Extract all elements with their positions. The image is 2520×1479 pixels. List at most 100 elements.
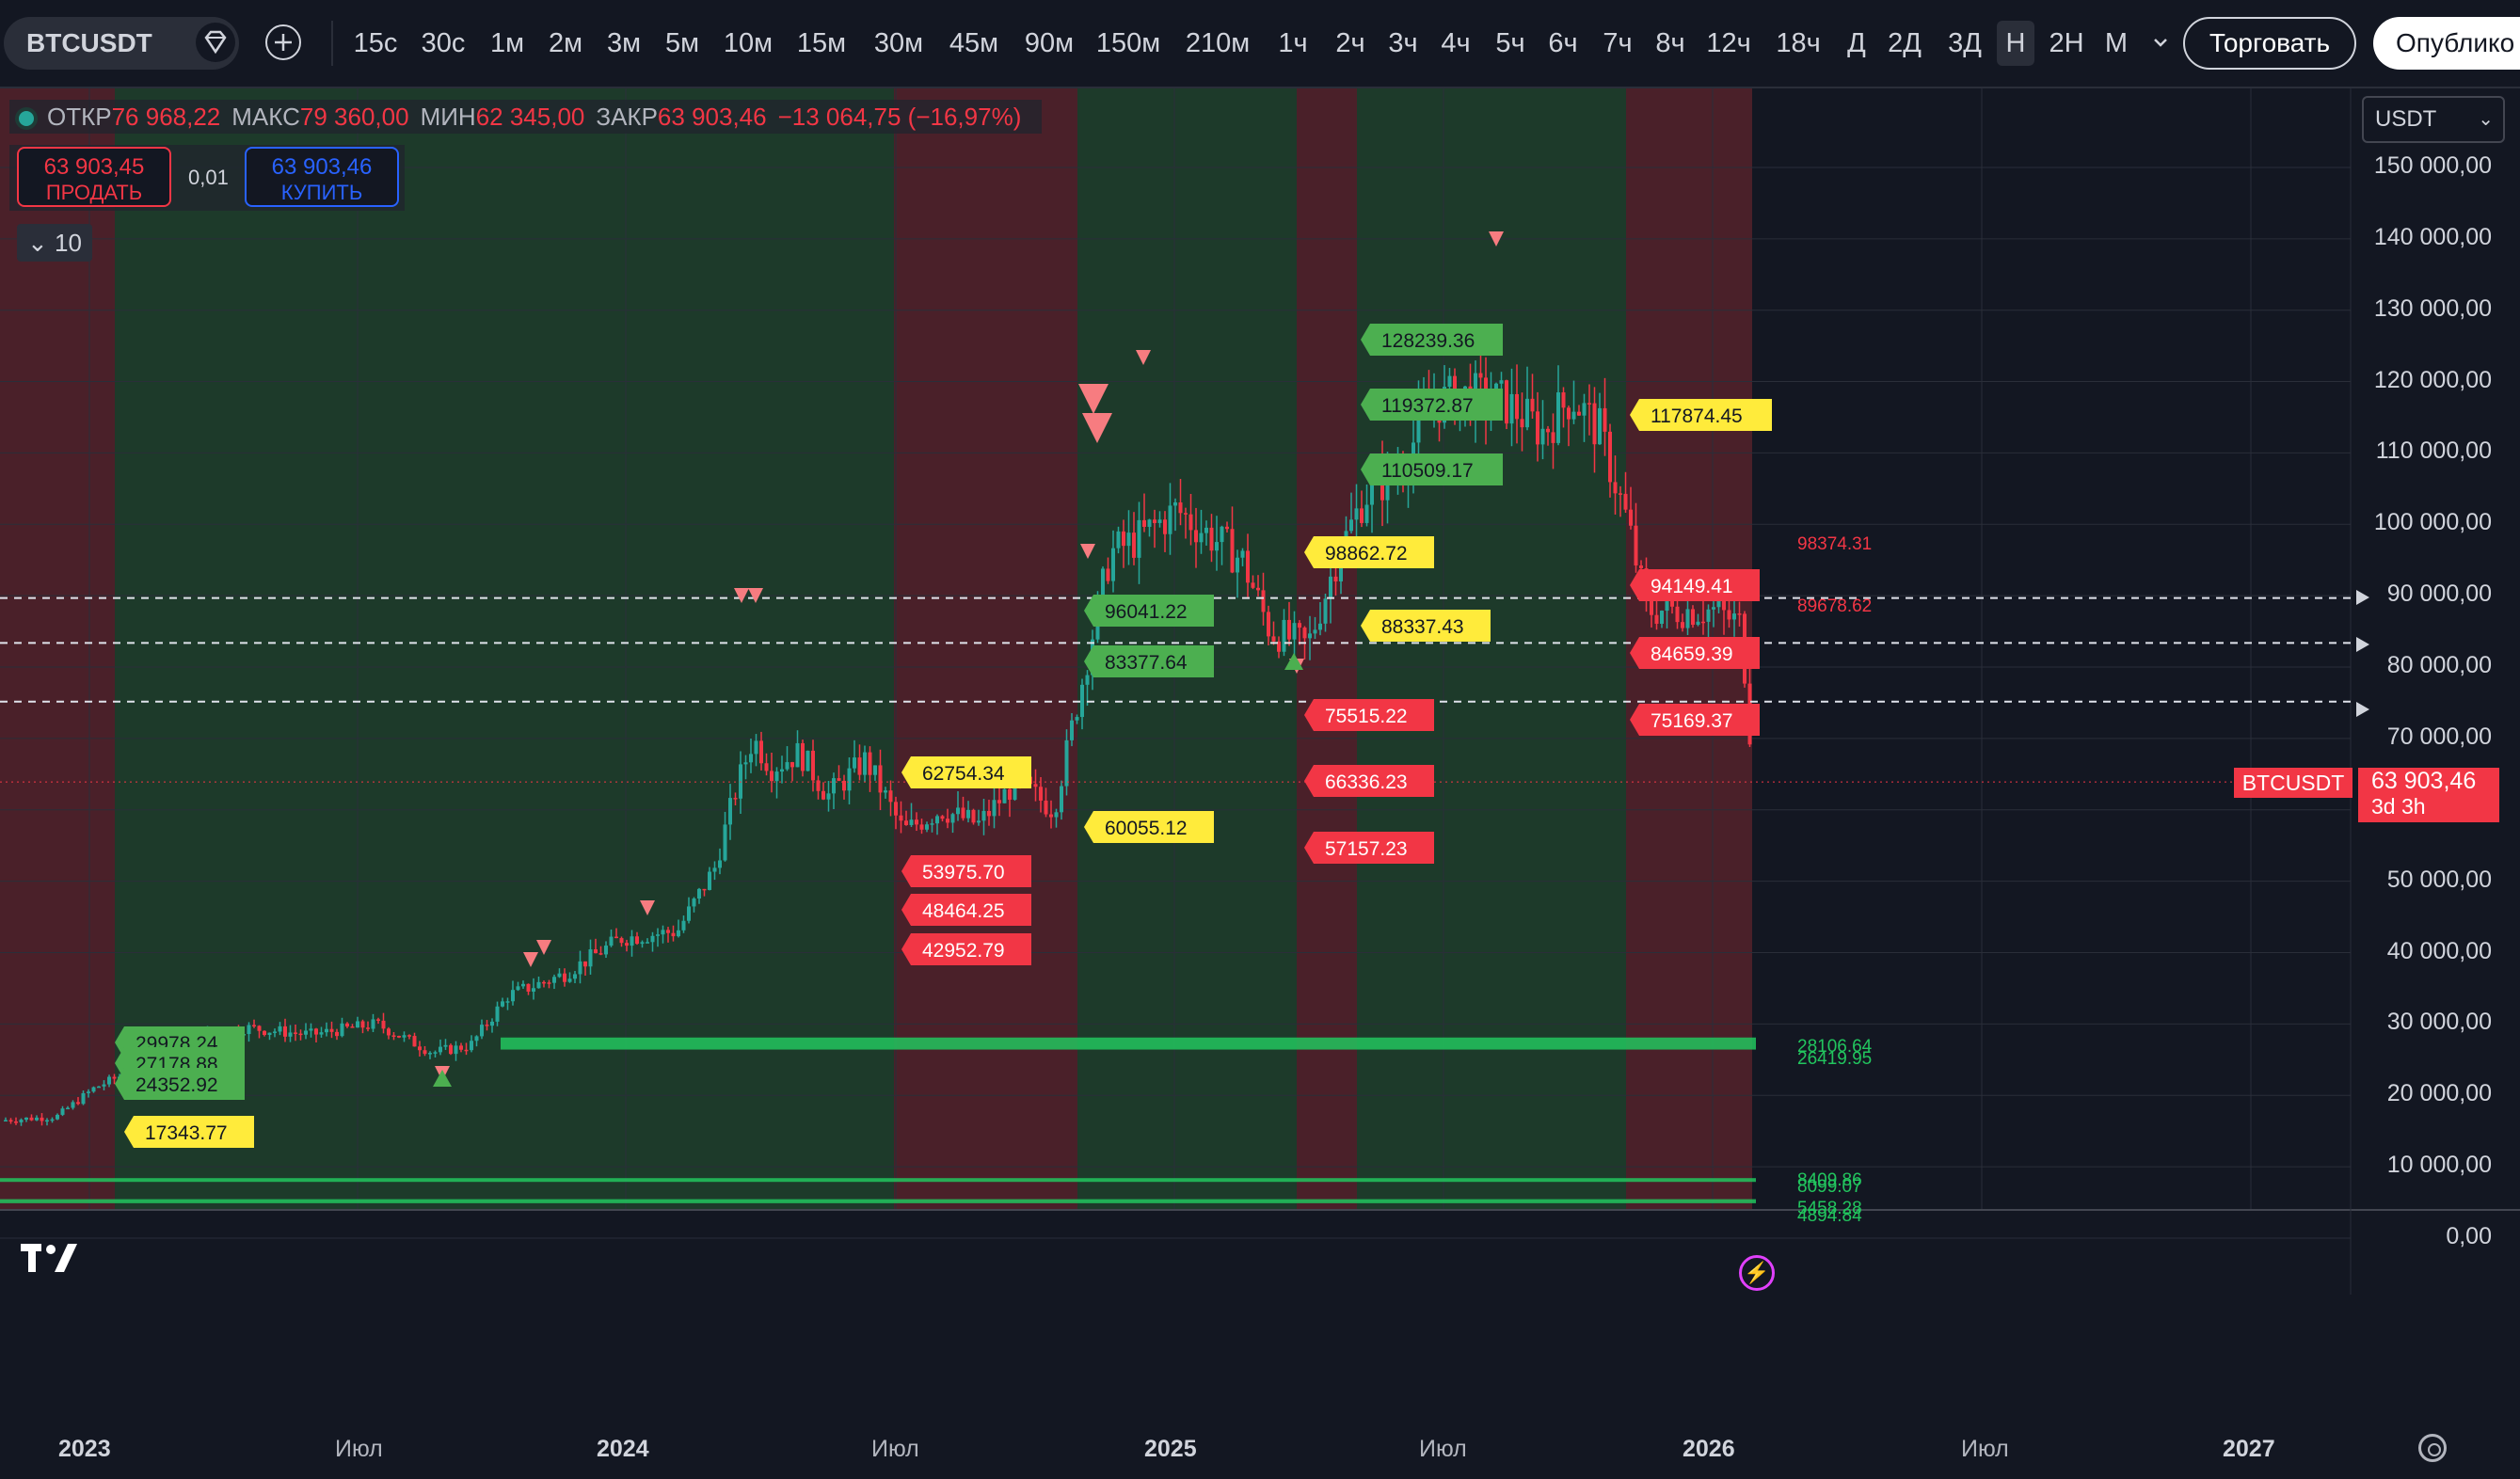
- candle-body: [1318, 623, 1322, 630]
- publish-button[interactable]: Опублико: [2373, 17, 2520, 70]
- level-tag: 75169.37: [1630, 704, 1760, 736]
- candle-body: [490, 1021, 494, 1026]
- timeframe-23[interactable]: Д: [1847, 28, 1866, 58]
- candle-body: [107, 1076, 111, 1085]
- level-tag-text: 88337.43: [1381, 616, 1464, 638]
- currency-select[interactable]: USDT ⌄: [2362, 96, 2505, 143]
- candle-body: [480, 1025, 484, 1037]
- compare-add-icon[interactable]: [265, 24, 301, 60]
- candle-body: [826, 793, 831, 800]
- price-tick-label: 70 000,00: [2386, 723, 2492, 750]
- candle-body: [35, 1117, 39, 1121]
- candle-body: [1106, 568, 1110, 581]
- level-tag: 60055.12: [1084, 811, 1214, 843]
- timeframe-27[interactable]: 2Н: [2049, 28, 2084, 58]
- candle-body: [1556, 392, 1560, 443]
- candle-body: [1329, 576, 1332, 599]
- timeframe-7[interactable]: 15м: [796, 28, 847, 58]
- candle-body: [1292, 623, 1297, 640]
- candle-body: [1608, 431, 1612, 483]
- candle-body: [625, 943, 629, 946]
- candle-body: [578, 961, 582, 975]
- candle-body: [1339, 559, 1343, 581]
- flash-icon[interactable]: ⚡: [1739, 1255, 1775, 1291]
- candle-body: [853, 757, 856, 769]
- candle-body: [319, 1032, 324, 1035]
- symbol-search-button[interactable]: BTCUSDT: [4, 17, 239, 70]
- price-tick-label: 110 000,00: [2375, 437, 2492, 465]
- timeframe-16[interactable]: 4ч: [1441, 28, 1471, 58]
- chart-pane[interactable]: 128239.36 119372.87 110509.17 98862.72 88337…: [0, 88, 2520, 1295]
- high-key: МАКС: [231, 103, 300, 131]
- timeframe-28[interactable]: М: [2104, 28, 2129, 58]
- timeframe-14[interactable]: 2ч: [1335, 28, 1365, 58]
- timeframe-2[interactable]: 1м: [489, 28, 525, 58]
- level-marker-icon[interactable]: [2353, 588, 2371, 607]
- timeframe-11[interactable]: 150м: [1095, 28, 1161, 58]
- candle-body: [1060, 786, 1063, 813]
- candle-body: [40, 1117, 44, 1121]
- level-tag-bg: [1361, 453, 1503, 485]
- candle-body: [97, 1086, 101, 1089]
- chevron-down-icon: ⌄: [27, 229, 48, 257]
- timeframe-19[interactable]: 7ч: [1603, 28, 1633, 58]
- candle-body: [1536, 411, 1539, 445]
- level-marker-icon[interactable]: [2353, 700, 2371, 719]
- price-tick-label: 120 000,00: [2373, 366, 2492, 393]
- timeframe-6[interactable]: 10м: [723, 28, 774, 58]
- candle-body: [1157, 519, 1162, 523]
- tradingview-logo[interactable]: [21, 1238, 79, 1283]
- level-tag: 4894.84: [1797, 1206, 1862, 1226]
- candle-body: [381, 1020, 386, 1029]
- indicators-toggle-button[interactable]: ⌄ 10: [17, 224, 92, 262]
- timeframe-1[interactable]: 30с: [421, 28, 466, 58]
- candle-body: [816, 780, 821, 791]
- candle-body: [1236, 557, 1239, 573]
- candle-body: [247, 1025, 251, 1035]
- sell-price: 63 903,45: [43, 154, 145, 180]
- candle-body: [449, 1044, 453, 1055]
- timeframe-24[interactable]: 2Д: [1888, 28, 1922, 58]
- level-tag: 48464.25: [901, 894, 1031, 926]
- timeframe-12[interactable]: 210м: [1185, 28, 1251, 58]
- timeframe-3[interactable]: 2м: [548, 28, 583, 58]
- timeframe-5[interactable]: 5м: [664, 28, 700, 58]
- chevron-down-icon[interactable]: [2147, 21, 2174, 66]
- timeframe-8[interactable]: 30м: [873, 28, 924, 58]
- timeframe-0[interactable]: 15с: [353, 28, 398, 58]
- timeframe-26[interactable]: Н: [1997, 21, 2034, 66]
- candle-body: [536, 981, 541, 989]
- timeframe-25[interactable]: 3Д: [1948, 28, 1982, 58]
- timeframe-13[interactable]: 1ч: [1278, 28, 1308, 58]
- price-chart[interactable]: 128239.36 119372.87 110509.17 98862.72 88337…: [0, 88, 2520, 1295]
- candle-body: [1370, 479, 1374, 505]
- timeframe-10[interactable]: 90м: [1024, 28, 1075, 58]
- level-tag-text: 84659.39: [1651, 644, 1733, 665]
- timeframe-21[interactable]: 12ч: [1706, 28, 1751, 58]
- timeframe-15[interactable]: 3ч: [1388, 28, 1418, 58]
- trade-button[interactable]: Торговать: [2183, 17, 2356, 70]
- buy-button[interactable]: 63 903,46 КУПИТЬ: [245, 147, 399, 207]
- timeframe-18[interactable]: 6ч: [1548, 28, 1578, 58]
- sell-signal-icon: [1082, 413, 1112, 443]
- level-tag: 62754.34: [901, 756, 1031, 788]
- timeframe-9[interactable]: 45м: [949, 28, 999, 58]
- price-tick-label: 40 000,00: [2386, 937, 2492, 964]
- level-marker-icon[interactable]: [2353, 635, 2371, 654]
- timeframe-17[interactable]: 5ч: [1495, 28, 1525, 58]
- price-tick-label: 150 000,00: [2373, 151, 2492, 179]
- candle-body: [1271, 636, 1276, 642]
- level-tag-text: 8099.07: [1797, 1177, 1862, 1197]
- candle-body: [677, 930, 680, 937]
- close-key: ЗАКР: [596, 103, 658, 131]
- candle-body: [692, 899, 696, 907]
- candle-body: [1364, 504, 1369, 523]
- candle-body: [263, 1030, 266, 1036]
- timeframe-20[interactable]: 8ч: [1655, 28, 1685, 58]
- sell-button[interactable]: 63 903,45 ПРОДАТЬ: [17, 147, 171, 207]
- timeframe-4[interactable]: 3м: [606, 28, 642, 58]
- timeframe-22[interactable]: 18ч: [1776, 28, 1821, 58]
- diamond-icon[interactable]: [196, 23, 235, 62]
- candle-body: [1240, 550, 1245, 558]
- gear-icon[interactable]: [2418, 1434, 2447, 1462]
